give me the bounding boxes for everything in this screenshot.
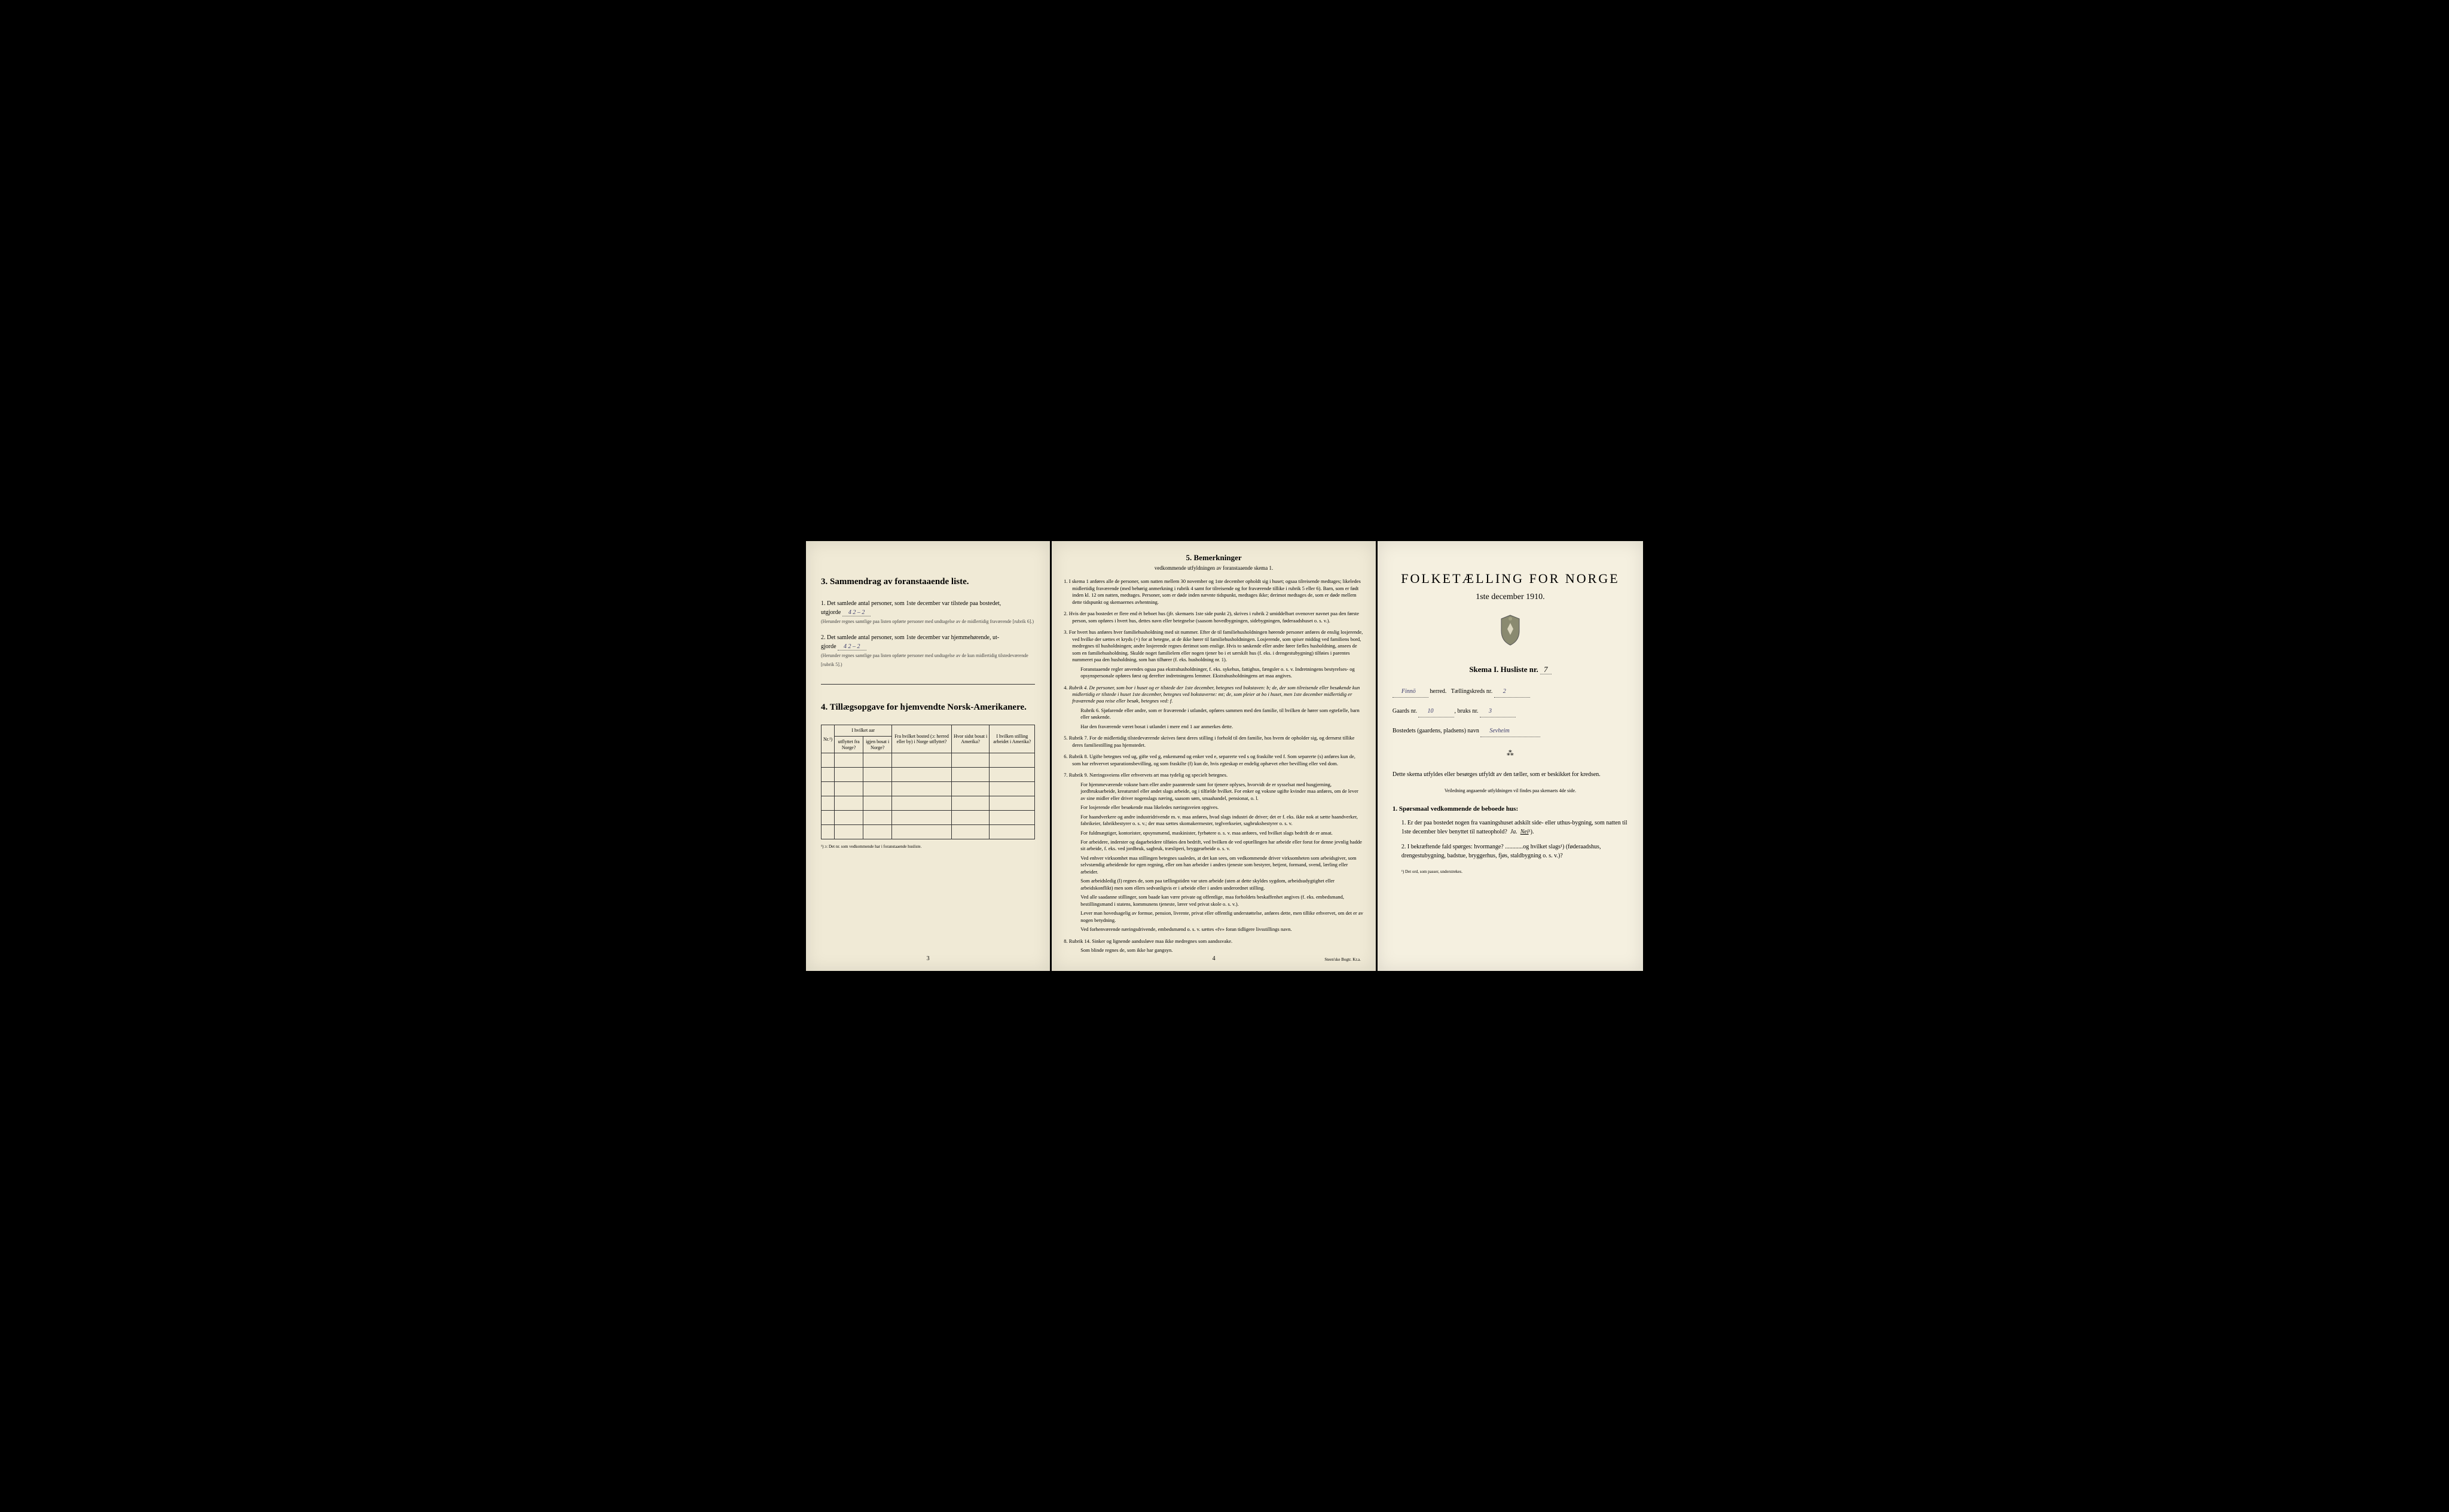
census-date: 1ste december 1910. [1393, 592, 1628, 602]
emigrant-table: Nr.¹) I hvilket aar Fra hvilket bosted (… [821, 725, 1035, 839]
taellingskreds-nr: 2 [1494, 686, 1530, 698]
section-5-title: 5. Bemerkninger [1064, 553, 1364, 563]
remark-2: 2. Hvis der paa bostedet er flere end ét… [1064, 610, 1364, 624]
table-footnote: ¹) ɔ: Det nr. som vedkommende har i fora… [821, 844, 1035, 849]
hjemme-count: 4 2 – 2 [838, 643, 866, 650]
page-number: 3 [927, 955, 930, 962]
question-1: 1. Er der paa bostedet nogen fra vaaning… [1401, 818, 1628, 836]
page-number: 4 [1213, 955, 1216, 962]
divider [821, 684, 1035, 685]
remark-5: 5. Rubrik 7. For de midlertidig tilstede… [1064, 735, 1364, 749]
question-2: 2. I bekræftende fald spørges: hvormange… [1401, 842, 1628, 860]
ornament-icon: ⁂ [1393, 749, 1628, 758]
tilstede-count: 4 2 – 2 [842, 609, 871, 616]
remark-4: 4. Rubrik 4. De personer, som bor i huse… [1064, 685, 1364, 731]
remark-8: 8. Rubrik 14. Sinker og lignende aandssl… [1064, 938, 1364, 954]
remark-7: 7. Rubrik 9. Næringsveiens eller erhverv… [1064, 772, 1364, 933]
husliste-nr: 7 [1540, 665, 1552, 674]
section-5-subtitle: vedkommende utfyldningen av foranstaaend… [1064, 565, 1364, 571]
table-row [822, 811, 1035, 825]
section-3-title: 3. Sammendrag av foranstaaende liste. [821, 577, 1035, 587]
bosted-line: Bostedets (gaardens, pladsens) navn Sevh… [1393, 726, 1628, 737]
remark-1: 1. I skema 1 anføres alle de personer, s… [1064, 578, 1364, 606]
table-row [822, 825, 1035, 839]
instruction: Dette skema utfyldes eller besørges utfy… [1393, 770, 1628, 779]
bruks-nr: 3 [1480, 706, 1516, 717]
herred-value: Finnö [1393, 686, 1428, 698]
national-crest-icon [1393, 614, 1628, 650]
page-4: 5. Bemerkninger vedkommende utfyldningen… [1052, 541, 1376, 970]
remark-3: 3. For hvert hus anføres hver familiehus… [1064, 629, 1364, 679]
gaards-nr: 10 [1418, 706, 1454, 717]
section3-item2: 2. Det samlede antal personer, som 1ste … [821, 633, 1035, 669]
bosted-navn: Sevheim [1480, 726, 1540, 737]
answer-nei: Nei [1520, 829, 1529, 835]
table-row [822, 768, 1035, 782]
table-row [822, 753, 1035, 768]
printer-mark: Steen'ske Bogtr. Kr.a. [1324, 957, 1361, 962]
footnote: ¹) Det ord, som passer, understrekes. [1393, 869, 1628, 874]
section3-item1: 1. Det samlede antal personer, som 1ste … [821, 599, 1035, 626]
questions-title: 1. Spørsmaal vedkommende de beboede hus: [1393, 805, 1628, 812]
remarks-list: 1. I skema 1 anføres alle de personer, s… [1064, 578, 1364, 954]
page-3: 3. Sammendrag av foranstaaende liste. 1.… [806, 541, 1050, 970]
table-row [822, 782, 1035, 796]
skema-header: Skema I. Husliste nr. 7 [1393, 665, 1628, 674]
census-document: 3. Sammendrag av foranstaaende liste. 1.… [806, 541, 1643, 970]
gaards-line: Gaards nr. 10, bruks nr. 3 [1393, 706, 1628, 717]
section-4-title: 4. Tillægsopgave for hjemvendte Norsk-Am… [821, 702, 1035, 713]
title-page: FOLKETÆLLING FOR NORGE 1ste december 191… [1378, 541, 1643, 970]
table-row [822, 796, 1035, 811]
census-title: FOLKETÆLLING FOR NORGE [1393, 571, 1628, 587]
herred-line: Finnö herred. Tællingskreds nr. 2 [1393, 686, 1628, 698]
sub-instruction: Veiledning angaaende utfyldningen vil fi… [1393, 788, 1628, 793]
remark-6: 6. Rubrik 8. Ugifte betegnes ved ug, gif… [1064, 753, 1364, 767]
